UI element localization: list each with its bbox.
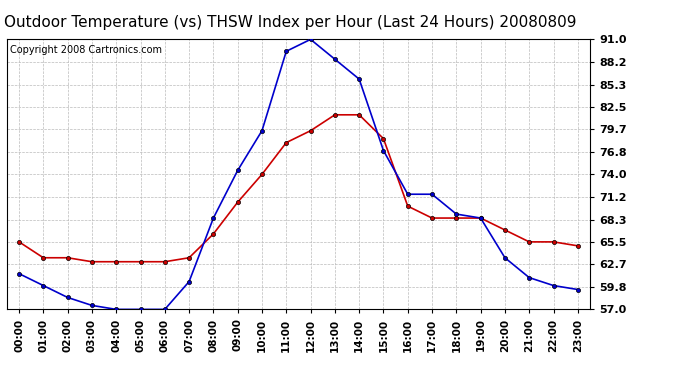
- Text: Outdoor Temperature (vs) THSW Index per Hour (Last 24 Hours) 20080809: Outdoor Temperature (vs) THSW Index per …: [3, 15, 576, 30]
- Text: Copyright 2008 Cartronics.com: Copyright 2008 Cartronics.com: [10, 45, 162, 55]
